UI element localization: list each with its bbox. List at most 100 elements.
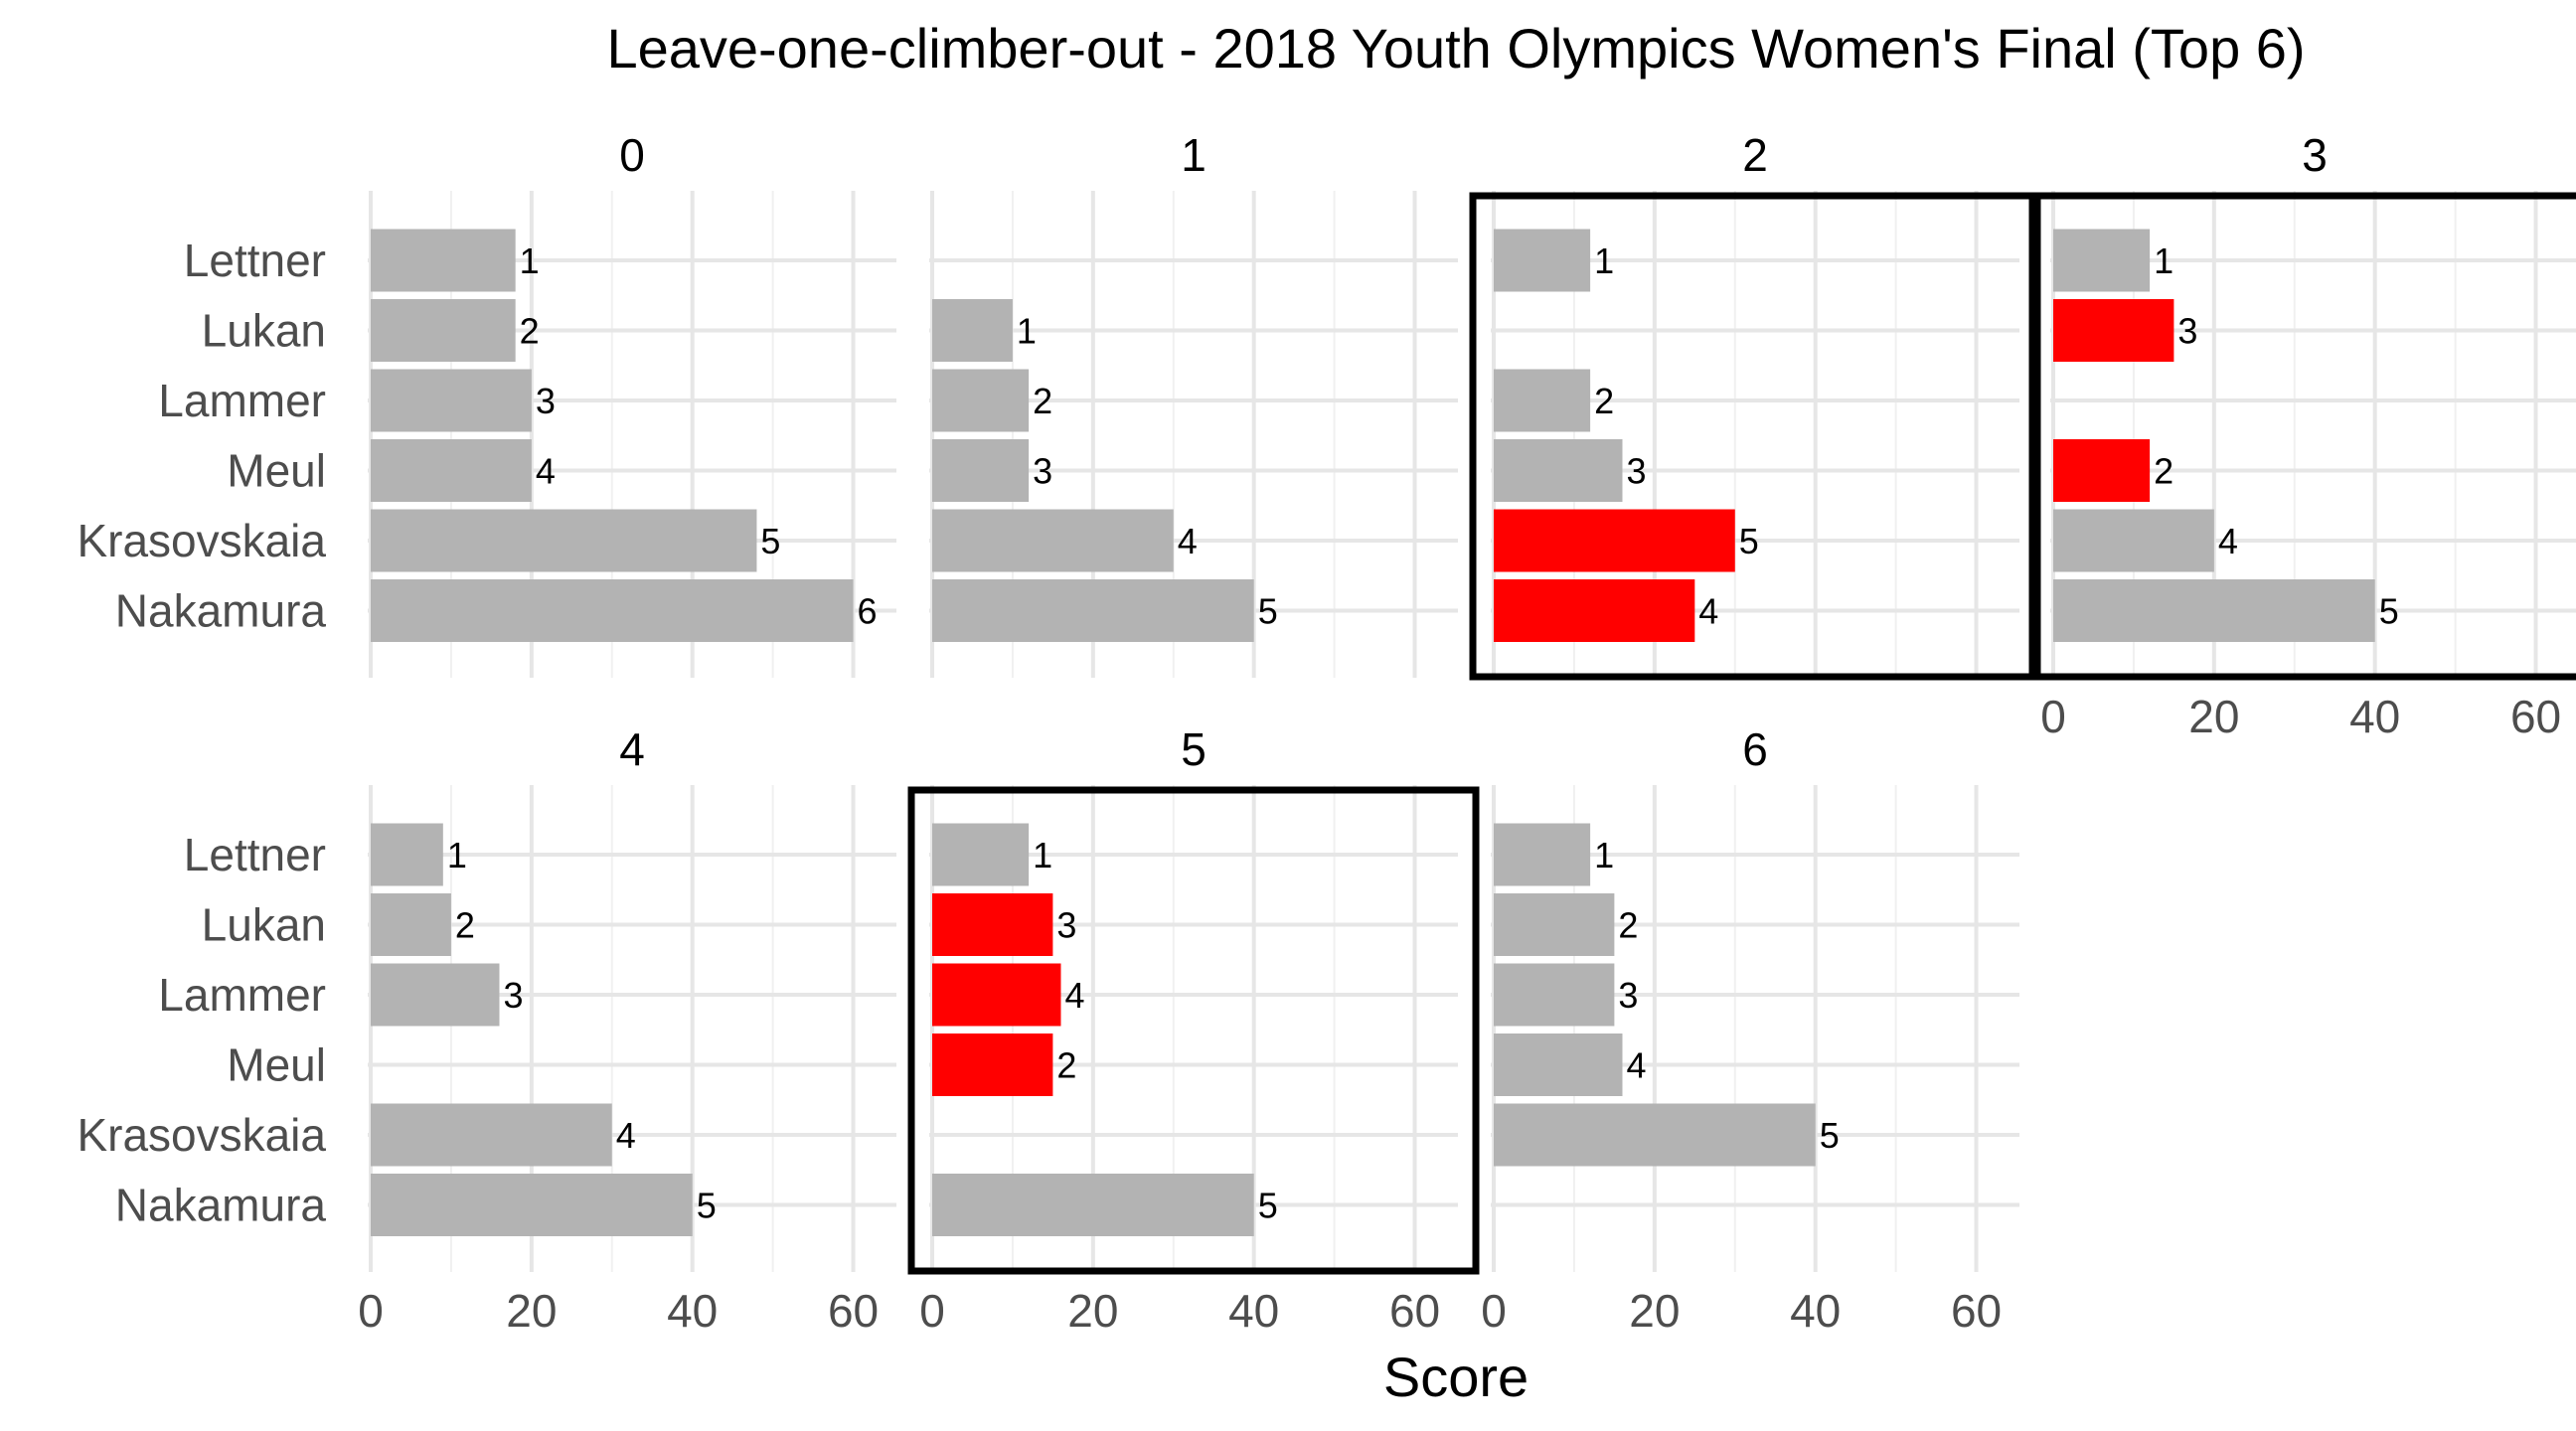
- rank-label: 1: [2154, 240, 2174, 281]
- bar-lammer: [932, 369, 1030, 432]
- bar-nakamura: [371, 1174, 693, 1236]
- x-tick-label: 20: [1067, 1285, 1118, 1337]
- bar-lammer: [932, 963, 1061, 1027]
- bar-meul: [932, 1034, 1053, 1096]
- rank-label: 5: [1739, 521, 1759, 561]
- highlight-border: [907, 786, 1480, 1275]
- y-tick-label: Nakamura: [115, 585, 327, 637]
- bar-lettner: [1494, 823, 1591, 886]
- y-tick-label: Meul: [227, 1039, 326, 1091]
- rank-label: 3: [2177, 311, 2197, 352]
- panel-4: 412345LettnerLukanLammerMeulKrasovskaiaN…: [77, 723, 896, 1337]
- x-tick-label: 40: [2349, 691, 2400, 742]
- rank-label: 3: [1618, 975, 1638, 1016]
- rank-label: 5: [1258, 591, 1278, 632]
- bar-lukan: [2053, 299, 2174, 362]
- y-tick-label: Lammer: [158, 375, 326, 426]
- rank-label: 3: [1056, 905, 1076, 946]
- y-tick-label: Lettner: [184, 235, 326, 286]
- y-tick-label: Lammer: [158, 969, 326, 1021]
- bar-nakamura: [1494, 579, 1695, 642]
- bar-meul: [932, 439, 1030, 502]
- bar-lettner: [2053, 229, 2151, 292]
- bar-meul: [371, 439, 532, 502]
- y-tick-label: Lukan: [202, 305, 326, 357]
- bar-krasovskaia: [1494, 509, 1735, 572]
- rank-label: 3: [536, 381, 556, 421]
- x-tick-label: 60: [2510, 691, 2561, 742]
- rank-label: 4: [1064, 975, 1084, 1016]
- bar-lammer: [1494, 369, 1591, 432]
- bar-lettner: [371, 229, 516, 292]
- panel-1: 1 1 2 3 4 5: [929, 129, 1458, 678]
- bar-meul: [1494, 1034, 1623, 1096]
- panel-label: 1: [1181, 129, 1207, 181]
- rank-label: 5: [1258, 1186, 1278, 1226]
- bar-lettner: [371, 823, 443, 886]
- bar-nakamura: [932, 1174, 1254, 1236]
- rank-label: 2: [1618, 905, 1638, 946]
- bar-lettner: [932, 823, 1030, 886]
- bar-lukan: [932, 299, 1013, 362]
- panel-label: 6: [1742, 723, 1768, 775]
- bar-krasovskaia: [2053, 509, 2214, 572]
- x-tick-label: 40: [667, 1285, 718, 1337]
- highlight-border: [2028, 192, 2576, 681]
- rank-label: 6: [858, 591, 878, 632]
- panel-label: 0: [619, 129, 645, 181]
- rank-label: 4: [536, 451, 556, 492]
- y-tick-label: Nakamura: [115, 1180, 327, 1231]
- bar-lukan: [1494, 893, 1615, 956]
- rank-label: 4: [616, 1115, 636, 1156]
- rank-label: 3: [503, 975, 523, 1016]
- rank-label: 3: [1033, 451, 1052, 492]
- rank-label: 2: [520, 311, 540, 352]
- x-tick-label: 20: [2188, 691, 2239, 742]
- rank-label: 2: [1594, 381, 1614, 421]
- rank-label: 1: [1033, 835, 1052, 875]
- x-tick-label: 0: [358, 1285, 384, 1337]
- rank-label: 2: [1033, 381, 1052, 421]
- x-tick-label: 0: [2040, 691, 2066, 742]
- panel-label: 5: [1181, 723, 1207, 775]
- rank-label: 4: [1698, 591, 1718, 632]
- x-tick-label: 40: [1790, 1285, 1841, 1337]
- x-tick-label: 60: [828, 1285, 879, 1337]
- panel-0: 0 1 2 3 4 5 6 Lettner Lukan Lammer Meul Krasovskaia…: [77, 129, 896, 678]
- highlight-border: [1469, 192, 2041, 681]
- x-tick-label: 60: [1389, 1285, 1440, 1337]
- rank-label: 2: [2154, 451, 2174, 492]
- x-axis-label: Score: [1383, 1346, 1529, 1408]
- bar-lammer: [371, 369, 532, 432]
- rank-label: 1: [1594, 240, 1614, 281]
- bar-nakamura: [2053, 579, 2375, 642]
- rank-label: 5: [697, 1186, 717, 1226]
- x-tick-label: 0: [919, 1285, 945, 1337]
- y-tick-label: Krasovskaia: [77, 1109, 326, 1161]
- rank-label: 1: [1594, 835, 1614, 875]
- rank-label: 5: [760, 521, 780, 561]
- bar-lukan: [932, 893, 1053, 956]
- y-tick-label: Meul: [227, 445, 326, 497]
- panel-label: 3: [2302, 129, 2328, 181]
- bar-lammer: [371, 963, 500, 1027]
- rank-label: 5: [1820, 1115, 1840, 1156]
- panel-label: 2: [1742, 129, 1768, 181]
- rank-label: 1: [447, 835, 467, 875]
- rank-label: 2: [1056, 1045, 1076, 1086]
- panels-layer: 0123456LettnerLukanLammerMeulKrasovskaia…: [77, 129, 2576, 1337]
- bar-lukan: [371, 299, 516, 362]
- y-tick-label: Lukan: [202, 899, 326, 951]
- bar-lettner: [1494, 229, 1591, 292]
- bar-krasovskaia: [371, 1103, 612, 1167]
- x-tick-label: 40: [1228, 1285, 1279, 1337]
- rank-label: 2: [455, 905, 475, 946]
- bar-krasovskaia: [371, 509, 757, 572]
- x-tick-label: 20: [1629, 1285, 1680, 1337]
- panel-5: 5 13 4 2 5 0 20 40 60: [907, 723, 1480, 1337]
- panel-6: 6 12 3 4 5 0 20 40 60: [1481, 723, 2019, 1337]
- bar-meul: [1494, 439, 1623, 502]
